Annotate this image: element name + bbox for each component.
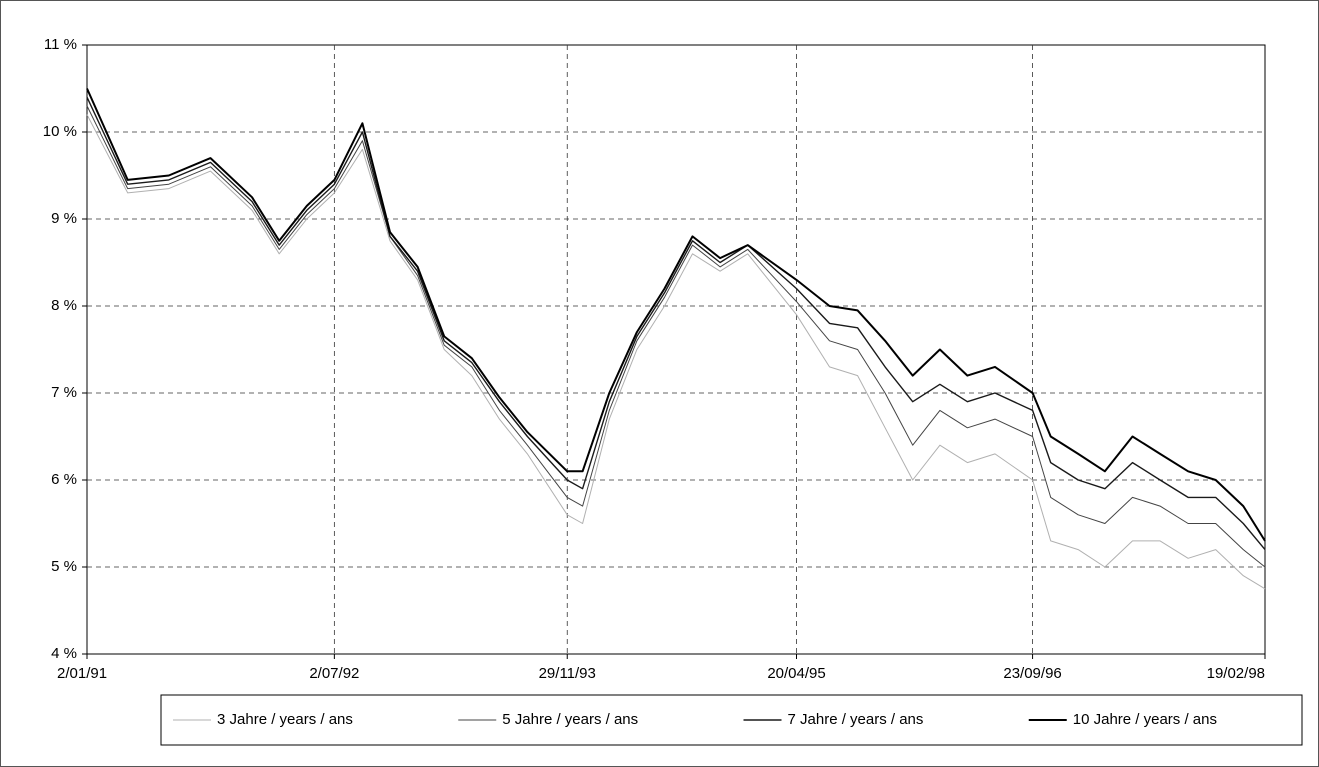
series-line <box>86 88 1266 542</box>
legend-box <box>160 694 1303 746</box>
y-tick-label: 7 % <box>51 384 77 401</box>
x-tick-label: 29/11/93 <box>539 665 596 682</box>
y-tick-label: 6 % <box>51 471 77 488</box>
x-tick-label: 20/04/95 <box>767 665 825 682</box>
x-tick-label: 19/02/98 <box>1207 665 1265 682</box>
legend-label: 7 Jahre / years / ans <box>788 711 924 728</box>
legend-label: 5 Jahre / years / ans <box>502 711 638 728</box>
plot-area <box>86 44 1266 655</box>
y-tick-label: 9 % <box>51 210 77 227</box>
legend-label: 10 Jahre / years / ans <box>1073 711 1217 728</box>
series-line <box>86 105 1266 568</box>
y-tick-label: 11 % <box>44 36 77 53</box>
legend-label: 3 Jahre / years / ans <box>217 711 353 728</box>
y-tick-label: 5 % <box>51 558 77 575</box>
series-line <box>86 96 1266 551</box>
x-tick-label: 2/07/92 <box>309 665 359 682</box>
x-tick-label: 23/09/96 <box>1003 665 1061 682</box>
x-tick-label: 2/01/91 <box>57 665 107 682</box>
y-tick-label: 8 % <box>51 297 77 314</box>
y-tick-label: 4 % <box>51 645 77 662</box>
y-tick-label: 10 % <box>43 123 77 140</box>
series-line <box>86 114 1266 590</box>
